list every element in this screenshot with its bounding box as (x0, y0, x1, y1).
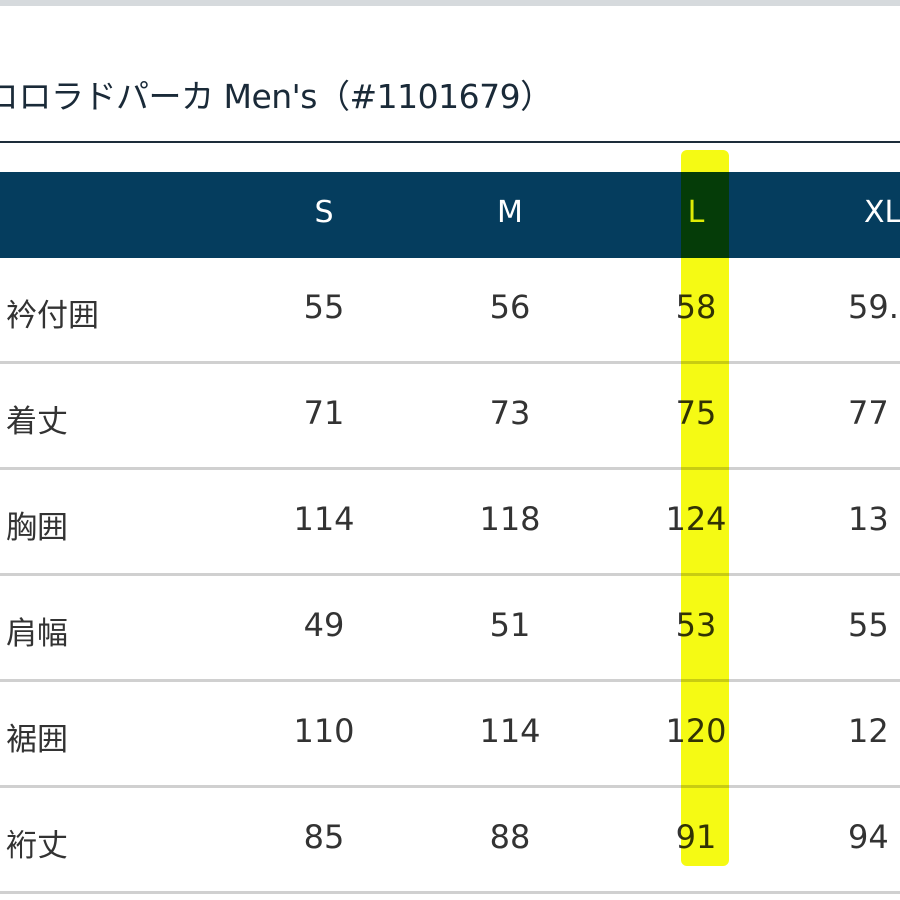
row-label: 着丈 (6, 404, 68, 440)
table-row: 肩幅49515355 (0, 576, 900, 682)
cell-xl: 12 (848, 712, 889, 750)
row-label: 肩幅 (6, 616, 68, 652)
row-divider (0, 361, 900, 364)
header-m: M (497, 195, 523, 230)
header-s: S (314, 195, 334, 230)
top-bar (0, 0, 900, 6)
table-row: 胸囲11411812413 (0, 470, 900, 576)
cell-xl: 77 (848, 394, 889, 432)
cell-xl: 13 (848, 500, 889, 538)
cell-xl: 94 (848, 818, 889, 856)
cell-m: 56 (489, 288, 531, 326)
cell-s: 110 (293, 712, 355, 750)
table-row: 裾囲11011412012 (0, 682, 900, 788)
cell-xl: 59. (848, 288, 899, 326)
cell-s: 55 (303, 288, 345, 326)
cell-s: 114 (293, 500, 355, 538)
cell-m: 88 (489, 818, 531, 856)
row-divider (0, 467, 900, 470)
cell-m: 118 (479, 500, 541, 538)
row-label: 裄丈 (6, 828, 68, 864)
row-divider (0, 891, 900, 894)
page-title: コロラドパーカ Men's（#1101679） (0, 77, 553, 116)
row-divider (0, 679, 900, 682)
table-row: 着丈71737577 (0, 364, 900, 470)
table-row: 衿付囲55565859. (0, 258, 900, 364)
cell-s: 49 (303, 606, 345, 644)
table-header (0, 172, 900, 258)
title-divider (0, 141, 900, 143)
cell-m: 114 (479, 712, 541, 750)
row-label: 衿付囲 (6, 298, 99, 334)
cell-s: 85 (303, 818, 345, 856)
header-xl: XL (864, 195, 900, 230)
cell-m: 51 (489, 606, 531, 644)
row-divider (0, 785, 900, 788)
cell-s: 71 (303, 394, 345, 432)
table-row: 裄丈85889194 (0, 788, 900, 894)
cell-xl: 55 (848, 606, 889, 644)
highlight-marker-l-column (681, 150, 729, 866)
row-divider (0, 573, 900, 576)
cell-m: 73 (489, 394, 531, 432)
row-label: 胸囲 (6, 510, 68, 546)
row-label: 裾囲 (6, 722, 68, 758)
